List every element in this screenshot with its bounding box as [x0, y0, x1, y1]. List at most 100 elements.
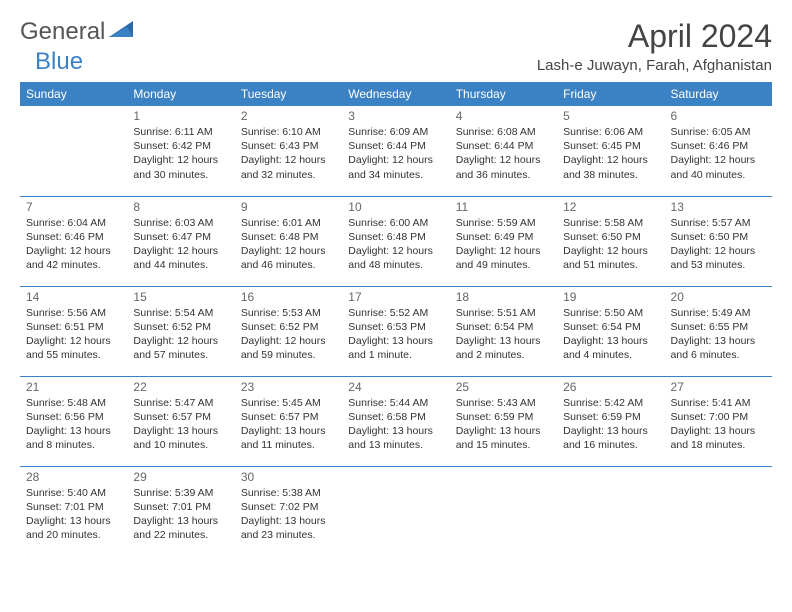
calendar-day-cell: 7Sunrise: 6:04 AMSunset: 6:46 PMDaylight…: [20, 196, 127, 286]
day-info: Sunrise: 5:47 AMSunset: 6:57 PMDaylight:…: [133, 396, 228, 453]
day-info: Sunrise: 5:40 AMSunset: 7:01 PMDaylight:…: [26, 486, 121, 543]
day-header: Tuesday: [235, 82, 342, 106]
logo: General: [20, 18, 137, 46]
day-number: 12: [563, 200, 658, 214]
calendar-day-cell: 23Sunrise: 5:45 AMSunset: 6:57 PMDayligh…: [235, 376, 342, 466]
day-number: 30: [241, 470, 336, 484]
day-number: 22: [133, 380, 228, 394]
calendar-day-cell: 28 Sunrise: 5:40 AMSunset: 7:01 PMDayligh…: [20, 466, 127, 556]
day-info: Sunrise: 5:58 AMSunset: 6:50 PMDaylight:…: [563, 216, 658, 273]
calendar-day-cell: 3Sunrise: 6:09 AMSunset: 6:44 PMDaylight…: [342, 106, 449, 196]
calendar-day-cell: 24Sunrise: 5:44 AMSunset: 6:58 PMDayligh…: [342, 376, 449, 466]
calendar-day-cell: 18 Sunrise: 5:51 AMSunset: 6:54 PMDayligh…: [450, 286, 557, 376]
day-info: Sunrise: 5:45 AMSunset: 6:57 PMDaylight:…: [241, 396, 336, 453]
logo-triangle-icon: [109, 18, 135, 46]
calendar-week-row: 28 Sunrise: 5:40 AMSunset: 7:01 PMDayligh…: [20, 466, 772, 556]
day-number: 19: [563, 290, 658, 304]
day-number: 11: [456, 200, 551, 214]
day-header: Saturday: [665, 82, 772, 106]
day-info: Sunrise: 5:53 AMSunset: 6:52 PMDaylight:…: [241, 306, 336, 363]
calendar-day-cell: 22 Sunrise: 5:47 AMSunset: 6:57 PMDayligh…: [127, 376, 234, 466]
calendar-week-row: 21 Sunrise: 5:48 AMSunset: 6:56 PMDayligh…: [20, 376, 772, 466]
day-number: 10: [348, 200, 443, 214]
day-info: Sunrise: 5:54 AMSunset: 6:52 PMDaylight:…: [133, 306, 228, 363]
calendar-day-cell: [20, 106, 127, 196]
calendar-day-cell: 16 Sunrise: 5:53 AMSunset: 6:52 PMDayligh…: [235, 286, 342, 376]
day-number: 13: [671, 200, 766, 214]
calendar-day-cell: 27Sunrise: 5:41 AMSunset: 7:00 PMDayligh…: [665, 376, 772, 466]
day-info: Sunrise: 6:03 AMSunset: 6:47 PMDaylight:…: [133, 216, 228, 273]
calendar-day-cell: 14 Sunrise: 5:56 AMSunset: 6:51 PMDayligh…: [20, 286, 127, 376]
day-number: 24: [348, 380, 443, 394]
day-info: Sunrise: 6:11 AMSunset: 6:42 PMDaylight:…: [133, 125, 228, 182]
day-info: Sunrise: 5:38 AMSunset: 7:02 PMDaylight:…: [241, 486, 336, 543]
day-info: Sunrise: 5:43 AMSunset: 6:59 PMDaylight:…: [456, 396, 551, 453]
day-number: 2: [241, 109, 336, 123]
calendar-day-cell: 25 Sunrise: 5:43 AMSunset: 6:59 PMDayligh…: [450, 376, 557, 466]
calendar-day-cell: 29Sunrise: 5:39 AMSunset: 7:01 PMDayligh…: [127, 466, 234, 556]
day-number: 29: [133, 470, 228, 484]
day-info: Sunrise: 5:57 AMSunset: 6:50 PMDaylight:…: [671, 216, 766, 273]
logo-text-general: General: [20, 18, 105, 46]
day-header-row: Sunday Monday Tuesday Wednesday Thursday…: [20, 82, 772, 106]
day-number: 21: [26, 380, 121, 394]
day-number: 26: [563, 380, 658, 394]
calendar-day-cell: 12 Sunrise: 5:58 AMSunset: 6:50 PMDayligh…: [557, 196, 664, 286]
day-header: Friday: [557, 82, 664, 106]
logo-text-blue: Blue: [35, 48, 83, 76]
title-block: April 2024 Lash-e Juwayn, Farah, Afghani…: [537, 18, 772, 74]
calendar-day-cell: 6 Sunrise: 6:05 AMSunset: 6:46 PMDaylight…: [665, 106, 772, 196]
page-header: General April 2024 Lash-e Juwayn, Farah,…: [20, 18, 772, 74]
day-info: Sunrise: 6:00 AMSunset: 6:48 PMDaylight:…: [348, 216, 443, 273]
day-number: 8: [133, 200, 228, 214]
calendar-day-cell: 17 Sunrise: 5:52 AMSunset: 6:53 PMDayligh…: [342, 286, 449, 376]
calendar-week-row: 14 Sunrise: 5:56 AMSunset: 6:51 PMDayligh…: [20, 286, 772, 376]
calendar-day-cell: 9Sunrise: 6:01 AMSunset: 6:48 PMDaylight…: [235, 196, 342, 286]
calendar-body: 1 Sunrise: 6:11 AMSunset: 6:42 PMDaylight…: [20, 106, 772, 556]
day-info: Sunrise: 5:59 AMSunset: 6:49 PMDaylight:…: [456, 216, 551, 273]
calendar-day-cell: 19 Sunrise: 5:50 AMSunset: 6:54 PMDayligh…: [557, 286, 664, 376]
calendar-day-cell: 8 Sunrise: 6:03 AMSunset: 6:47 PMDaylight…: [127, 196, 234, 286]
day-number: 4: [456, 109, 551, 123]
day-number: 20: [671, 290, 766, 304]
day-number: 25: [456, 380, 551, 394]
calendar-day-cell: 26 Sunrise: 5:42 AMSunset: 6:59 PMDayligh…: [557, 376, 664, 466]
day-number: 27: [671, 380, 766, 394]
day-info: Sunrise: 6:04 AMSunset: 6:46 PMDaylight:…: [26, 216, 121, 273]
day-number: 6: [671, 109, 766, 123]
calendar-week-row: 1 Sunrise: 6:11 AMSunset: 6:42 PMDaylight…: [20, 106, 772, 196]
day-info: Sunrise: 6:01 AMSunset: 6:48 PMDaylight:…: [241, 216, 336, 273]
day-number: 28: [26, 470, 121, 484]
day-number: 18: [456, 290, 551, 304]
day-number: 5: [563, 109, 658, 123]
calendar-day-cell: [450, 466, 557, 556]
calendar-day-cell: [557, 466, 664, 556]
location-text: Lash-e Juwayn, Farah, Afghanistan: [537, 57, 772, 74]
calendar-day-cell: 30 Sunrise: 5:38 AMSunset: 7:02 PMDayligh…: [235, 466, 342, 556]
day-number: 1: [133, 109, 228, 123]
calendar-day-cell: 5Sunrise: 6:06 AMSunset: 6:45 PMDaylight…: [557, 106, 664, 196]
day-header: Thursday: [450, 82, 557, 106]
calendar-day-cell: 1 Sunrise: 6:11 AMSunset: 6:42 PMDaylight…: [127, 106, 234, 196]
calendar-day-cell: [342, 466, 449, 556]
day-number: 16: [241, 290, 336, 304]
day-info: Sunrise: 5:48 AMSunset: 6:56 PMDaylight:…: [26, 396, 121, 453]
day-info: Sunrise: 6:10 AMSunset: 6:43 PMDaylight:…: [241, 125, 336, 182]
day-number: 17: [348, 290, 443, 304]
day-info: Sunrise: 5:52 AMSunset: 6:53 PMDaylight:…: [348, 306, 443, 363]
calendar-day-cell: [665, 466, 772, 556]
calendar-day-cell: 10 Sunrise: 6:00 AMSunset: 6:48 PMDayligh…: [342, 196, 449, 286]
calendar-day-cell: 15Sunrise: 5:54 AMSunset: 6:52 PMDayligh…: [127, 286, 234, 376]
day-info: Sunrise: 5:42 AMSunset: 6:59 PMDaylight:…: [563, 396, 658, 453]
day-info: Sunrise: 5:51 AMSunset: 6:54 PMDaylight:…: [456, 306, 551, 363]
day-number: 14: [26, 290, 121, 304]
day-info: Sunrise: 6:05 AMSunset: 6:46 PMDaylight:…: [671, 125, 766, 182]
day-info: Sunrise: 5:50 AMSunset: 6:54 PMDaylight:…: [563, 306, 658, 363]
calendar-day-cell: 11 Sunrise: 5:59 AMSunset: 6:49 PMDayligh…: [450, 196, 557, 286]
day-header: Wednesday: [342, 82, 449, 106]
day-info: Sunrise: 6:09 AMSunset: 6:44 PMDaylight:…: [348, 125, 443, 182]
day-header: Monday: [127, 82, 234, 106]
month-title: April 2024: [537, 18, 772, 55]
calendar-day-cell: 2 Sunrise: 6:10 AMSunset: 6:43 PMDaylight…: [235, 106, 342, 196]
day-info: Sunrise: 5:56 AMSunset: 6:51 PMDaylight:…: [26, 306, 121, 363]
